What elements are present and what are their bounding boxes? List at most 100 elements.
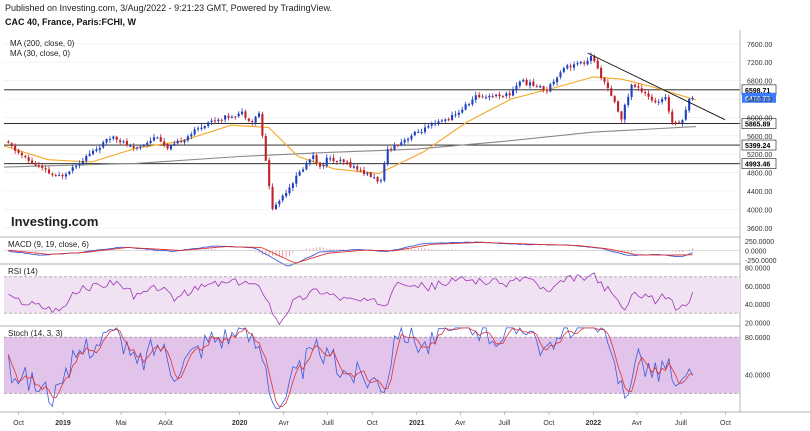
candle-body bbox=[579, 61, 582, 64]
candle-body bbox=[224, 115, 227, 120]
candle-body bbox=[390, 148, 393, 150]
candle-body bbox=[37, 165, 40, 167]
trendline bbox=[587, 52, 726, 121]
candle-body bbox=[213, 120, 217, 122]
candle-body bbox=[24, 155, 27, 158]
candle-body bbox=[671, 111, 674, 123]
candle-body bbox=[152, 137, 156, 141]
candle-body bbox=[268, 160, 271, 187]
candle-body bbox=[637, 86, 640, 88]
price-tick-label: 4000.00 bbox=[747, 207, 772, 214]
investing-watermark: Investing.com bbox=[11, 214, 98, 229]
candle-body bbox=[623, 104, 626, 120]
candle-body bbox=[95, 149, 98, 152]
candle-body bbox=[68, 171, 71, 174]
candle-body bbox=[576, 63, 579, 65]
candle-body bbox=[505, 93, 508, 96]
candle-body bbox=[98, 147, 101, 150]
candle-body bbox=[183, 139, 186, 143]
candle-body bbox=[522, 79, 525, 82]
price-tick-label: 5600.00 bbox=[747, 134, 772, 141]
macd-signal-line bbox=[8, 241, 693, 264]
candle-body bbox=[230, 116, 233, 118]
candle-body bbox=[159, 137, 162, 142]
candle-body bbox=[288, 187, 291, 194]
candle-body bbox=[501, 95, 504, 97]
candle-body bbox=[420, 132, 423, 134]
price-tick-label: 7600.00 bbox=[747, 42, 772, 49]
candle-body bbox=[603, 77, 606, 82]
candle-body bbox=[430, 123, 433, 126]
candle-body bbox=[427, 125, 430, 128]
candle-body bbox=[291, 183, 294, 188]
candle-body bbox=[85, 156, 88, 161]
candle-body bbox=[234, 116, 237, 118]
indicator-tick-label: 20.0000 bbox=[745, 320, 770, 327]
candle-body bbox=[261, 113, 264, 136]
candle-body bbox=[281, 195, 284, 201]
candle-body bbox=[600, 67, 603, 78]
time-tick-label: Mai bbox=[115, 420, 127, 427]
candle-body bbox=[247, 118, 250, 121]
candle-body bbox=[569, 65, 572, 68]
candle-body bbox=[376, 177, 379, 182]
time-tick-label: Juill bbox=[675, 420, 688, 427]
candle-body bbox=[274, 204, 277, 210]
candle-body bbox=[339, 159, 342, 161]
candle-body bbox=[471, 99, 474, 105]
price-tick-label: 4800.00 bbox=[747, 171, 772, 178]
candle-body bbox=[108, 138, 112, 140]
overbought-oversold-band bbox=[4, 337, 740, 394]
candle-body bbox=[75, 166, 78, 168]
candle-body bbox=[386, 149, 389, 164]
candle-body bbox=[484, 97, 488, 99]
candle-body bbox=[647, 93, 650, 97]
rsi-line bbox=[8, 272, 693, 326]
candle-body bbox=[322, 165, 325, 167]
indicator-tick-label: 80.0000 bbox=[745, 266, 770, 273]
indicator-title: MACD (9, 19, close, 6) bbox=[8, 240, 89, 249]
last-price-label: 6426.79 bbox=[745, 96, 770, 103]
candle-body bbox=[362, 170, 366, 175]
level-label-box bbox=[741, 139, 777, 151]
candle-body bbox=[650, 96, 653, 101]
candle-body bbox=[549, 84, 552, 92]
candle-body bbox=[217, 119, 220, 122]
candle-body bbox=[457, 112, 460, 115]
price-tick-label: 7200.00 bbox=[747, 60, 772, 67]
time-tick-label: 2019 bbox=[55, 420, 71, 427]
candle-body bbox=[61, 174, 64, 177]
candle-body bbox=[41, 166, 44, 168]
candle-body bbox=[257, 113, 261, 117]
candle-body bbox=[451, 115, 454, 121]
candle-body bbox=[241, 111, 244, 115]
candle-body bbox=[31, 160, 34, 164]
candle-body bbox=[271, 186, 274, 209]
time-axis: Oct 2019 Mai Août 2020 Avr Juill Oct 2021 Avr Juil… bbox=[0, 411, 810, 427]
candle-body bbox=[369, 172, 372, 178]
candle-body bbox=[318, 162, 322, 167]
candle-body bbox=[539, 86, 542, 88]
candle-body bbox=[88, 153, 91, 156]
candle-body bbox=[559, 72, 562, 78]
candle-body bbox=[308, 159, 311, 163]
price-tick-label: 6800.00 bbox=[747, 79, 772, 86]
horizontal-levels: 6598.71 5865.89 5399.24 4993.46 6426.79 bbox=[4, 84, 777, 170]
candle-body bbox=[47, 169, 51, 174]
candle-body bbox=[200, 127, 203, 129]
moving-averages bbox=[3, 76, 697, 175]
candle-body bbox=[491, 96, 494, 98]
candle-body bbox=[617, 101, 620, 112]
candle-body bbox=[532, 81, 535, 86]
candle-body bbox=[518, 81, 521, 86]
price-tick-label: 3600.00 bbox=[747, 226, 772, 233]
time-tick-label: 2020 bbox=[232, 420, 248, 427]
candle-body bbox=[102, 142, 105, 148]
candle-body bbox=[542, 86, 545, 90]
level-label: 4993.46 bbox=[745, 162, 770, 169]
candle-body bbox=[166, 144, 169, 149]
trendlines bbox=[587, 52, 726, 121]
candle-body bbox=[677, 122, 681, 124]
candle-body bbox=[112, 136, 115, 139]
